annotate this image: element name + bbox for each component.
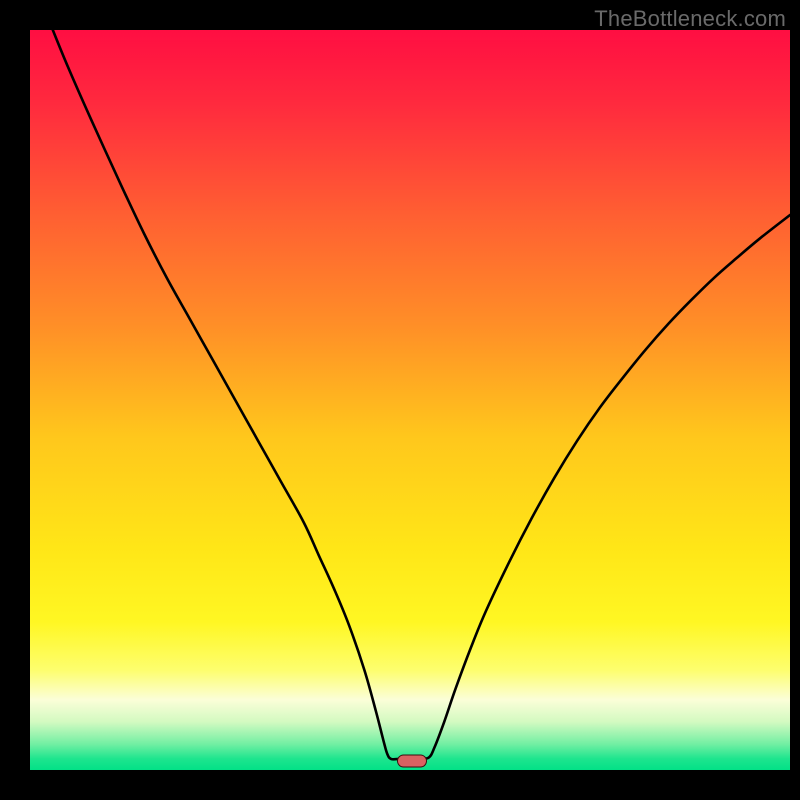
plot-area: [30, 30, 790, 770]
valley-marker: [397, 755, 427, 768]
watermark-text: TheBottleneck.com: [594, 6, 786, 32]
curve-left: [53, 30, 399, 759]
curve-right: [421, 215, 790, 759]
curve-layer: [30, 30, 790, 770]
